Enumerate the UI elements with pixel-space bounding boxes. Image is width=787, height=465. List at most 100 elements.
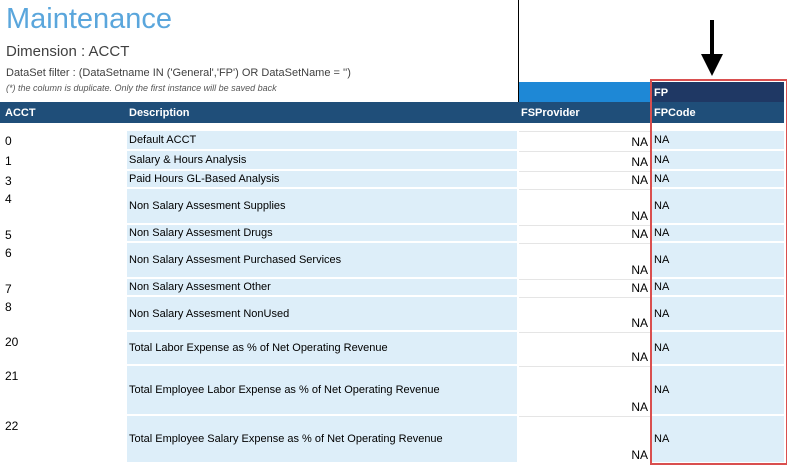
fpcode-value: NA: [654, 254, 670, 266]
acct-cell[interactable]: 20: [5, 335, 19, 349]
description-text: Default ACCT: [129, 134, 197, 146]
fpcode-cell[interactable]: NA: [651, 131, 784, 149]
fsprovider-cell[interactable]: NA: [519, 171, 650, 187]
acct-cell[interactable]: 22: [5, 419, 19, 433]
fsprovider-cell[interactable]: NA: [519, 366, 650, 414]
fpcode-cell[interactable]: NA: [651, 171, 784, 187]
fpcode-value: NA: [654, 384, 670, 396]
acct-cell[interactable]: 1: [5, 154, 12, 168]
arrow-down-icon: [701, 20, 723, 76]
fpcode-cell[interactable]: NA: [651, 243, 784, 277]
fsprovider-value: NA: [631, 448, 648, 462]
fsprovider-cell[interactable]: NA: [519, 332, 650, 364]
fpcode-cell[interactable]: NA: [651, 297, 784, 330]
fsprovider-cell[interactable]: NA: [519, 297, 650, 330]
fpcode-cell[interactable]: NA: [651, 332, 784, 364]
column-header-fpcode[interactable]: FPCode: [654, 107, 696, 119]
fpcode-value: NA: [654, 433, 670, 445]
description-cell[interactable]: Total Employee Labor Expense as % of Net…: [127, 366, 517, 414]
fpcode-value: NA: [654, 281, 670, 293]
fsprovider-cell[interactable]: NA: [519, 189, 650, 223]
table-row: 4 Non Salary Assesment Supplies NA NA: [0, 189, 784, 225]
description-cell[interactable]: Non Salary Assesment Supplies: [127, 189, 517, 223]
table-row: 1 Salary & Hours Analysis NA NA: [0, 151, 784, 171]
description-text: Non Salary Assesment Supplies: [129, 200, 286, 212]
description-cell[interactable]: Total Employee Salary Expense as % of Ne…: [127, 416, 517, 462]
description-cell[interactable]: Paid Hours GL-Based Analysis: [127, 171, 517, 187]
fsprovider-value: NA: [631, 281, 648, 295]
fpcode-value: NA: [654, 307, 670, 320]
fpcode-cell[interactable]: NA: [651, 416, 784, 462]
acct-cell[interactable]: 6: [5, 246, 12, 260]
table-row: 22 Total Employee Salary Expense as % of …: [0, 416, 784, 464]
fsprovider-cell[interactable]: NA: [519, 131, 650, 149]
fsprovider-cell[interactable]: NA: [519, 279, 650, 295]
description-text: Non Salary Assesment Drugs: [129, 227, 273, 239]
fpcode-cell[interactable]: NA: [651, 189, 784, 223]
description-text: Total Labor Expense as % of Net Operatin…: [129, 342, 388, 354]
fsprovider-cell[interactable]: NA: [519, 243, 650, 277]
fsprovider-value: NA: [631, 209, 648, 223]
fsprovider-value: NA: [631, 400, 648, 414]
description-cell[interactable]: Default ACCT: [127, 131, 517, 149]
fp-group-header: FP: [651, 82, 784, 102]
description-cell[interactable]: Total Labor Expense as % of Net Operatin…: [127, 332, 517, 364]
fpcode-cell[interactable]: NA: [651, 366, 784, 414]
table-row: 8 Non Salary Assesment NonUsed NA NA: [0, 297, 784, 332]
column-header-acct[interactable]: ACCT: [5, 107, 36, 119]
table-row: 21 Total Employee Labor Expense as % of N…: [0, 366, 784, 416]
description-text: Non Salary Assesment NonUsed: [129, 307, 290, 320]
fsprovider-cell[interactable]: NA: [519, 416, 650, 462]
fsprovider-value: NA: [631, 155, 648, 169]
fsprovider-group-band: [519, 82, 650, 102]
fsprovider-cell[interactable]: NA: [519, 151, 650, 169]
description-text: Total Employee Labor Expense as % of Net…: [129, 384, 440, 396]
acct-cell[interactable]: 7: [5, 282, 12, 296]
fpcode-value: NA: [654, 173, 670, 185]
fpcode-value: NA: [654, 134, 670, 146]
description-cell[interactable]: Salary & Hours Analysis: [127, 151, 517, 169]
fpcode-value: NA: [654, 154, 670, 166]
fpcode-cell[interactable]: NA: [651, 151, 784, 169]
fpcode-cell[interactable]: NA: [651, 279, 784, 295]
fpcode-value: NA: [654, 200, 670, 212]
fsprovider-value: NA: [631, 227, 648, 241]
description-text: Total Employee Salary Expense as % of Ne…: [129, 433, 443, 445]
acct-cell[interactable]: 8: [5, 300, 12, 314]
table-row: 5 Non Salary Assesment Drugs NA NA: [0, 225, 784, 243]
description-text: Salary & Hours Analysis: [129, 154, 247, 166]
fsprovider-value: NA: [631, 350, 648, 364]
fsprovider-value: NA: [631, 316, 648, 330]
acct-cell[interactable]: 3: [5, 174, 12, 188]
page-title: Maintenance: [6, 3, 173, 35]
table-row: 20 Total Labor Expense as % of Net Operat…: [0, 332, 784, 366]
acct-cell[interactable]: 4: [5, 192, 12, 206]
fpcode-value: NA: [654, 227, 670, 239]
acct-cell[interactable]: 5: [5, 228, 12, 242]
column-header-row: ACCT Description FSProvider FPCode: [0, 102, 784, 123]
dataset-filter: DataSet filter : (DataSetname IN ('Gener…: [6, 67, 351, 79]
column-divider: [518, 0, 519, 102]
description-cell[interactable]: Non Salary Assesment Drugs: [127, 225, 517, 241]
duplicate-note: (*) the column is duplicate. Only the fi…: [6, 83, 277, 93]
column-header-description[interactable]: Description: [129, 107, 190, 119]
dimension-label: Dimension : ACCT: [6, 43, 130, 60]
fsprovider-cell[interactable]: NA: [519, 225, 650, 241]
fsprovider-value: NA: [631, 263, 648, 277]
fpcode-value: NA: [654, 342, 670, 354]
table-row: 0 Default ACCT NA NA: [0, 131, 784, 151]
description-cell[interactable]: Non Salary Assesment Other: [127, 279, 517, 295]
description-cell[interactable]: Non Salary Assesment Purchased Services: [127, 243, 517, 277]
table-row: 3 Paid Hours GL-Based Analysis NA NA: [0, 171, 784, 189]
fpcode-cell[interactable]: NA: [651, 225, 784, 241]
description-text: Paid Hours GL-Based Analysis: [129, 173, 280, 185]
description-text: Non Salary Assesment Other: [129, 281, 271, 293]
acct-cell[interactable]: 21: [5, 369, 19, 383]
description-cell[interactable]: Non Salary Assesment NonUsed: [127, 297, 517, 330]
column-header-fsprovider[interactable]: FSProvider: [521, 107, 580, 119]
table-row: 6 Non Salary Assesment Purchased Services…: [0, 243, 784, 279]
fsprovider-value: NA: [631, 173, 648, 187]
fsprovider-value: NA: [631, 135, 648, 149]
acct-cell[interactable]: 0: [5, 134, 12, 148]
table-row: 7 Non Salary Assesment Other NA NA: [0, 279, 784, 297]
